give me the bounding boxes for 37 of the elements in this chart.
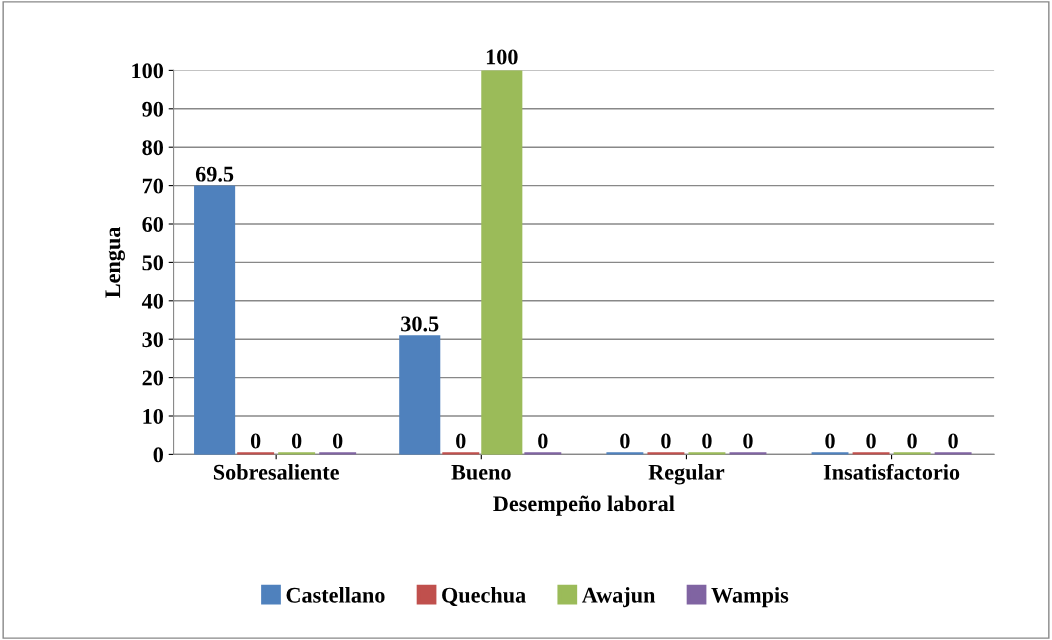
data-label: 0 [456, 433, 466, 449]
x-tick-label: Bueno [451, 464, 511, 480]
legend-label: Awajun [581, 587, 656, 608]
y-tick-label: 0 [153, 447, 164, 463]
data-label: 0 [948, 433, 958, 449]
y-tick-label: 40 [141, 293, 164, 309]
y-tick-label: 10 [143, 408, 164, 424]
y-axis-title: Lengua [105, 226, 125, 298]
data-label: 0 [291, 433, 302, 449]
data-label: 0 [743, 433, 753, 449]
data-label: 0 [538, 433, 548, 449]
data-label: 0 [332, 433, 343, 449]
data-label: 0 [825, 433, 835, 449]
legend-label: Castellano [286, 587, 385, 603]
data-label: 30.5 [401, 316, 439, 332]
data-label: 0 [250, 433, 261, 449]
x-tick-label: Insatisfactorio [823, 463, 960, 480]
data-label: 0 [620, 433, 630, 449]
data-label: 69.5 [195, 166, 234, 182]
y-tick-label: 90 [142, 101, 164, 117]
y-tick-label: 20 [142, 370, 164, 386]
y-tick-label: 80 [142, 140, 164, 156]
legend-label: Quechua [442, 587, 526, 607]
data-label: 0 [661, 433, 671, 449]
data-label: 0 [907, 433, 917, 449]
x-tick-label: Sobresaliente [213, 464, 339, 480]
y-tick-label: 30 [142, 332, 164, 348]
y-tick-label: 60 [142, 216, 164, 232]
data-label: 0 [702, 433, 712, 449]
data-label: 100 [486, 49, 518, 65]
y-tick-label: 50 [142, 255, 164, 271]
x-axis-title: Desempeño laboral [493, 495, 675, 516]
y-tick-label: 100 [132, 63, 164, 79]
legend-label: Wampis [711, 587, 789, 608]
x-tick-label: Regular [648, 464, 725, 485]
y-tick-label: 70 [142, 178, 164, 194]
data-label: 0 [866, 433, 876, 449]
